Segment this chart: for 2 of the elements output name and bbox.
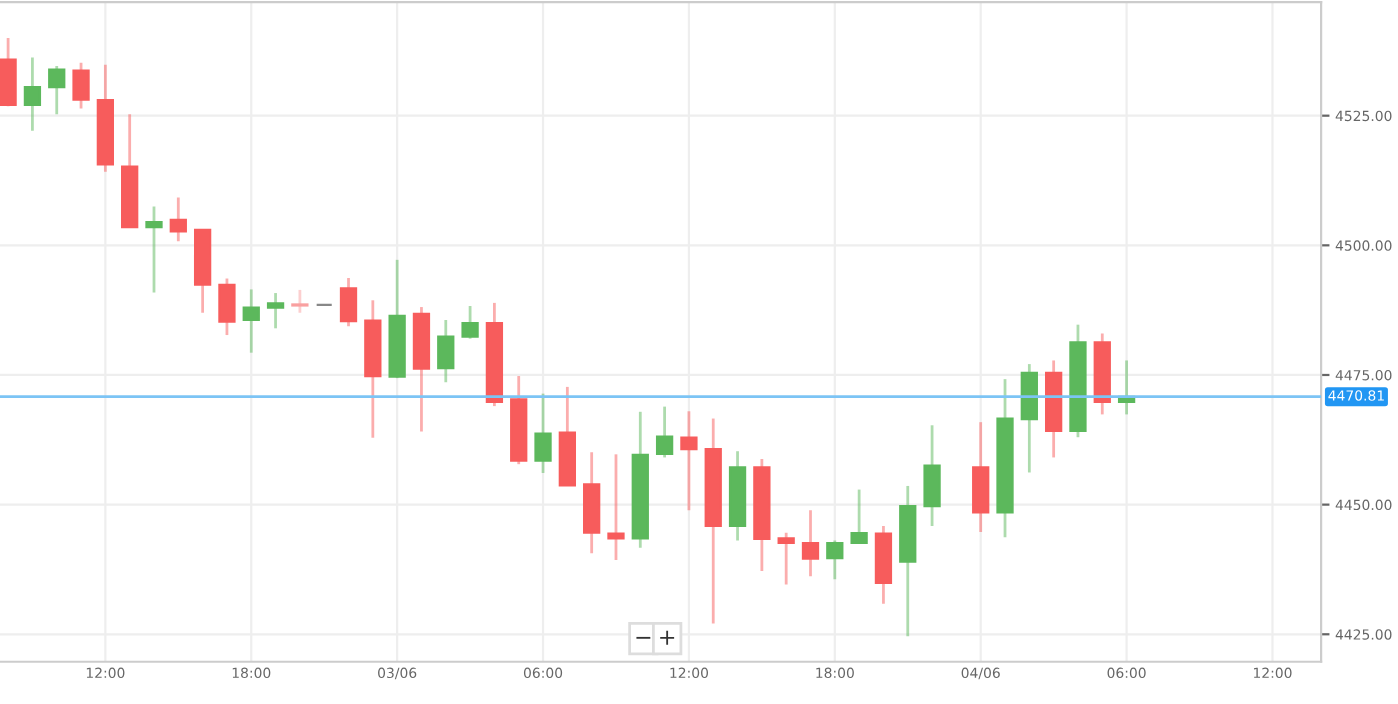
annotation: + (660, 630, 675, 645)
annotation: − (636, 636, 651, 639)
